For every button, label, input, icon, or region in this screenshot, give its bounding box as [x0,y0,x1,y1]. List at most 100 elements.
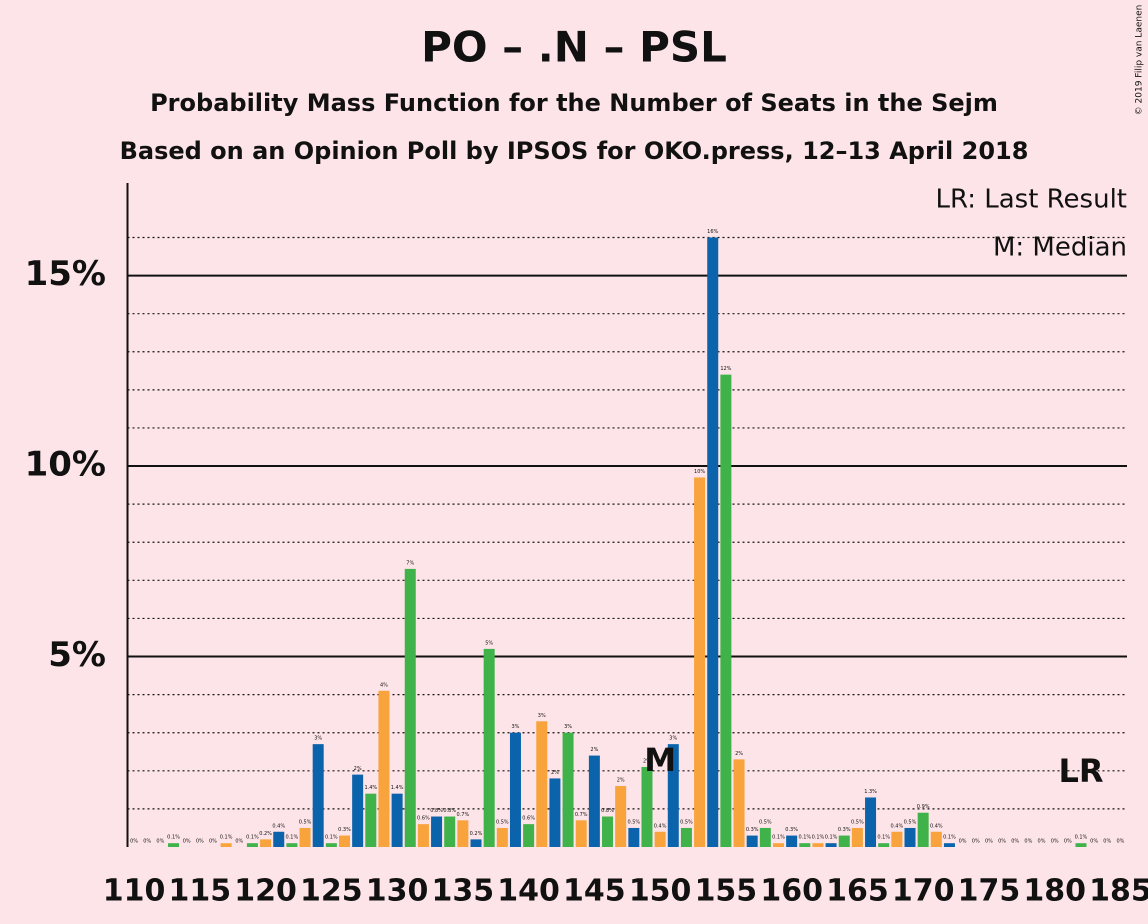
bar [246,843,258,847]
bar [404,568,416,847]
data-label: 0% [972,839,980,845]
bar [312,744,324,847]
bar [680,827,692,847]
data-label: 0.1% [325,835,338,841]
bar [707,237,719,847]
data-label: 0.2% [259,831,272,837]
data-label: 0.4% [272,823,285,829]
bar [825,843,837,847]
data-label: 0% [1116,839,1124,845]
data-label: 0% [1064,839,1072,845]
data-label: 0% [235,839,243,845]
bar [470,839,482,847]
data-label: 3% [511,724,519,730]
data-label: 0.1% [167,835,180,841]
x-tick-label: 165 [826,874,889,909]
bar [457,820,469,847]
bar [575,820,587,847]
bar [602,816,614,847]
data-label: 0.1% [772,835,785,841]
data-label: 0% [1038,839,1046,845]
x-tick-label: 180 [1023,874,1086,909]
data-label: 0.9% [917,804,930,810]
bar [865,797,877,847]
data-label: 0.1% [220,835,233,841]
bar [615,786,627,847]
data-label: 0.8% [430,808,443,814]
bar [733,759,745,847]
data-label: 0.1% [825,835,838,841]
data-label: 0.5% [759,819,772,825]
bar [720,374,732,847]
data-label: 0.7% [457,812,470,818]
data-label: 0% [998,839,1006,845]
legend-entry: LR: Last Result [935,185,1127,215]
bar [417,824,429,847]
data-label: 1.4% [364,785,377,791]
bar [812,843,824,847]
data-label: 0.5% [627,819,640,825]
bar [786,835,798,847]
data-label: 3% [669,736,677,742]
x-tick-label: 170 [892,874,955,909]
bar [1075,843,1087,847]
data-label: 0% [985,839,993,845]
bar [549,778,561,847]
data-label: 0% [143,839,151,845]
bar [904,827,916,847]
data-label: 10% [694,469,705,475]
data-label: 5% [485,640,493,646]
bar [667,744,679,847]
bar [431,816,443,847]
data-label: 0.3% [785,827,798,833]
data-label: 12% [720,366,731,372]
data-label: 0.7% [575,812,588,818]
data-label: 0% [156,839,164,845]
data-label: 0.4% [891,823,904,829]
data-label: 0.8% [601,808,614,814]
chart-subtitle: Based on an Opinion Poll by IPSOS for OK… [120,137,1029,165]
bar [483,648,495,847]
x-tick-label: 185 [1089,874,1148,909]
bar [220,843,232,847]
chart-title: PO – .N – PSL [421,23,727,72]
bar [694,477,706,847]
data-label: 0% [959,839,967,845]
bar [772,843,784,847]
bar [746,835,758,847]
bar [273,831,285,847]
data-label: 0.1% [246,835,259,841]
data-label: 0.5% [851,819,864,825]
data-label: 0.5% [680,819,693,825]
data-label: 0.1% [877,835,890,841]
data-label: 0.5% [299,819,312,825]
legend-entry: M: Median [993,233,1127,263]
data-label: 4% [380,682,388,688]
bar [536,721,548,847]
bar [878,843,890,847]
y-tick-label: 5% [48,635,106,675]
data-label: 2% [735,751,743,757]
data-label: 0.5% [496,819,509,825]
data-label: 0% [183,839,191,845]
x-tick-label: 115 [169,874,232,909]
data-label: 0.6% [417,816,430,822]
bar [588,755,600,847]
bar [496,827,508,847]
bar [799,843,811,847]
bar [628,827,640,847]
chart-subtitle: Probability Mass Function for the Number… [150,89,998,117]
x-tick-label: 135 [432,874,495,909]
data-label: 3% [314,736,322,742]
bar [260,839,272,847]
bar [759,827,771,847]
data-label: 2% [590,747,598,753]
data-label: 0.4% [930,823,943,829]
data-label: 2% [551,770,559,776]
data-label: 0% [1103,839,1111,845]
x-tick-label: 140 [497,874,560,909]
data-label: 0.1% [943,835,956,841]
data-label: 0.1% [286,835,299,841]
